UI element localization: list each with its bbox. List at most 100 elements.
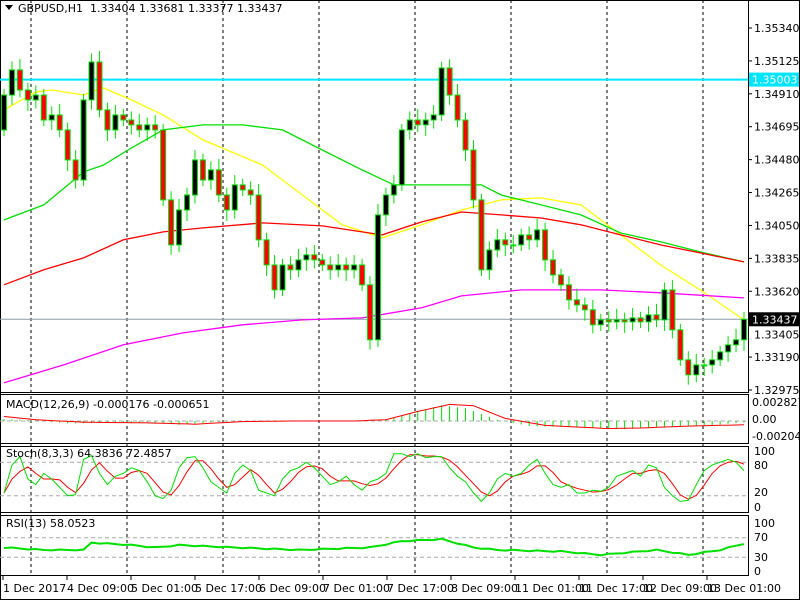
candle (72, 150, 79, 189)
candle (398, 123, 405, 192)
candle-body (398, 129, 405, 186)
candle-body (303, 254, 310, 261)
candle (160, 123, 167, 207)
candle (231, 175, 238, 219)
price-label: 1.34050 (754, 219, 800, 232)
time-label: 1 Dec 2017 (3, 582, 66, 595)
candle-body (518, 234, 525, 246)
candle (343, 257, 350, 281)
candle-body (184, 194, 191, 211)
price-label: 1.34265 (754, 187, 800, 200)
candle-body (486, 249, 493, 271)
candle-body (390, 184, 397, 196)
candle-body (685, 359, 692, 376)
candle (279, 258, 286, 297)
candle (8, 61, 15, 105)
candle (64, 122, 71, 171)
candle-body (557, 274, 564, 286)
moving-average-ma_mid (3, 124, 745, 263)
candle (717, 345, 724, 366)
moving-average-ma_long (3, 289, 745, 384)
candle-body (80, 99, 87, 181)
candle-body (510, 244, 517, 247)
candle-body (239, 184, 246, 191)
candle-body (367, 284, 374, 341)
candle (645, 306, 652, 332)
candle-body (550, 259, 557, 276)
candle (223, 187, 230, 222)
candle (367, 276, 374, 350)
candle (741, 311, 747, 351)
time-label: 4 Dec 09:00 (67, 582, 134, 595)
candle (502, 232, 509, 256)
candle (637, 311, 644, 329)
candle-body (462, 119, 469, 151)
candle-body (8, 69, 15, 96)
candle (136, 113, 143, 138)
candle-body (470, 149, 477, 201)
price-label: 1.33620 (754, 285, 800, 298)
macd-label: MACD(12,26,9) -0.000176 -0.000651 (6, 398, 210, 411)
candle (1, 88, 7, 137)
candle (518, 228, 525, 252)
candle-body (542, 229, 549, 261)
candle-body (430, 114, 437, 121)
candle (462, 112, 469, 162)
candle-body (223, 194, 230, 211)
time-label: 5 Dec 01:00 (131, 582, 198, 595)
candle-body (1, 94, 7, 131)
candle (199, 153, 206, 187)
candle-body (24, 89, 31, 101)
price-label: 1.33190 (754, 351, 800, 364)
candle (303, 247, 310, 271)
candle-body (311, 254, 318, 261)
candle-body (199, 159, 206, 181)
candle-body (478, 199, 485, 271)
candle (335, 253, 342, 278)
candle-body (661, 289, 668, 321)
dropdown-triangle-icon[interactable] (5, 5, 13, 10)
candle (406, 111, 413, 140)
current-price-label: 1.33437 (752, 313, 798, 326)
stoch-signal-line (3, 454, 745, 500)
candle (287, 256, 294, 280)
candle-body (741, 318, 747, 341)
price-label: 1.35340 (754, 22, 800, 35)
price-label: 1.34910 (754, 88, 800, 101)
candle (446, 59, 453, 105)
candle-body (422, 119, 429, 126)
candle (32, 85, 39, 109)
stoch-label: Stoch(8,3,3) 64.3836 72.4857 (6, 447, 172, 460)
candle (263, 232, 270, 276)
candle-body (534, 229, 541, 241)
candle-body (176, 209, 183, 246)
candle-body (438, 67, 445, 116)
close-value: 1.33437 (236, 2, 283, 15)
price-label: 1.33835 (754, 252, 800, 265)
candle-body (295, 259, 302, 271)
candle (613, 308, 620, 330)
candle-body (565, 284, 572, 301)
time-label: 12 Dec 09:00 (643, 582, 717, 595)
candle-body (56, 114, 63, 131)
candle-body (160, 129, 167, 201)
candle (295, 248, 302, 278)
candle-body (717, 351, 724, 361)
moving-average-ma_slow (3, 211, 745, 286)
candle (88, 53, 95, 110)
candle-body (677, 329, 684, 361)
candle (526, 226, 533, 250)
candle (215, 158, 222, 203)
stoch-axis-label: 20 (754, 486, 768, 499)
candle-body (613, 319, 620, 323)
price-label: 1.33405 (754, 328, 800, 341)
candle (661, 282, 668, 331)
time-label: 5 Dec 17:00 (195, 582, 262, 595)
candle (557, 268, 564, 291)
candle (693, 353, 700, 383)
rsi-axis-label: 100 (754, 517, 775, 530)
candle-body (16, 69, 23, 91)
candle-body (494, 239, 501, 251)
candle-body (374, 214, 381, 341)
